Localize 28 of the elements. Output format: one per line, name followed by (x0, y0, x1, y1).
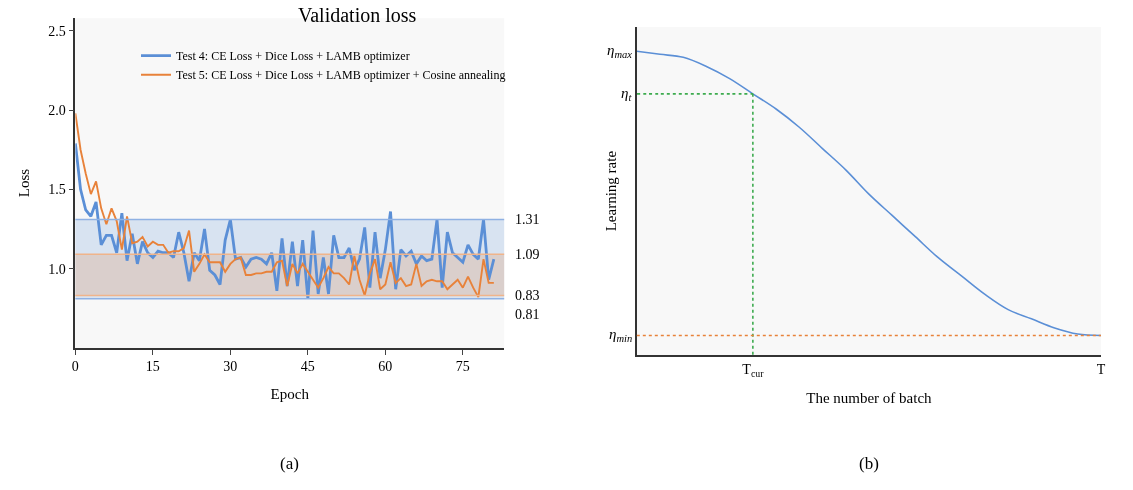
y-tick-label: 2.5 (48, 23, 66, 39)
x-tick-label: T (1096, 361, 1106, 377)
text: η$_{t}$ (621, 85, 633, 104)
text: η$_{max}$ (607, 42, 633, 61)
chart-title: Validation loss (298, 4, 417, 26)
y-axis-title: Learning rate (602, 150, 619, 232)
ref-line-label: 0.81 (515, 307, 540, 322)
ref-line-label: η$_{min}$ (609, 326, 633, 345)
x-tick-label: 15 (145, 359, 160, 375)
x-axis-title: Epoch (270, 385, 310, 402)
x-tick-label: T$_{cur}$ (742, 361, 765, 379)
ref-line-label: 1.09 (515, 247, 540, 262)
text: (a) (280, 454, 299, 473)
x-tick-label: 0 (71, 359, 79, 375)
y-tick-label: 2.0 (48, 102, 66, 118)
x-tick-label: 30 (223, 359, 238, 375)
legend-label: Test 4: CE Loss + Dice Loss + LAMB optimizer (176, 49, 410, 64)
x-axis-title: The number of batch (806, 390, 933, 407)
ref-line-label: 1.31 (515, 212, 540, 227)
legend-label: Test 5: CE Loss + Dice Loss + LAMB optimizer + Cosine annealing (176, 68, 506, 83)
ref-line-label: 0.83 (515, 288, 540, 303)
y-axis-title: Loss (16, 168, 33, 198)
y-tick-label: 1.5 (48, 182, 66, 198)
x-tick-label: 45 (300, 359, 315, 375)
x-tick-label: 75 (455, 359, 470, 375)
y-tick-label: 1.0 (48, 261, 66, 277)
x-tick-label: 60 (378, 359, 393, 375)
text: (b) (859, 454, 879, 473)
